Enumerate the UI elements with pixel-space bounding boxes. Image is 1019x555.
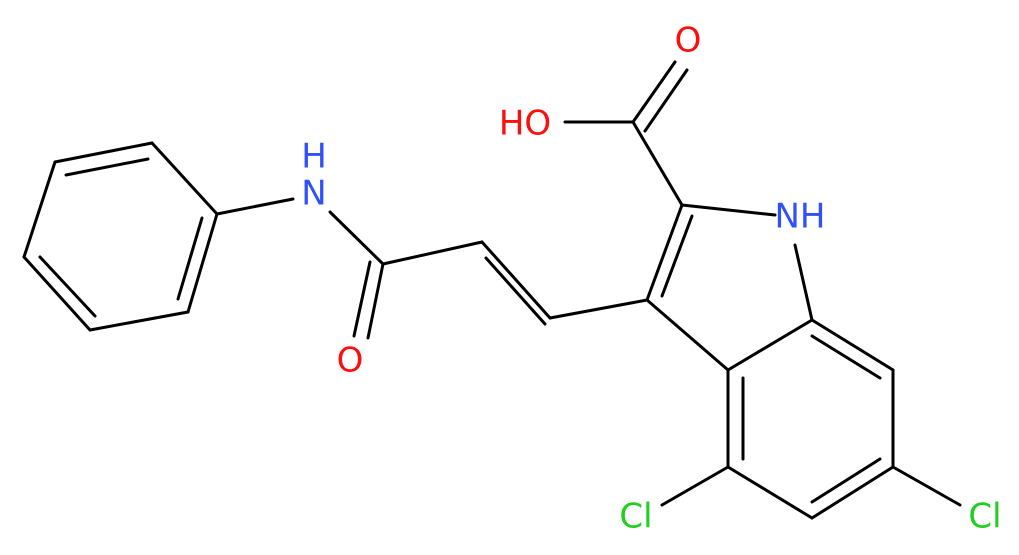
bond: [64, 157, 150, 177]
bond: [88, 310, 190, 332]
bond: [660, 465, 730, 507]
bond: [150, 141, 219, 216]
bond: [352, 260, 372, 338]
atom-label: O: [675, 21, 702, 61]
atom-label: HO: [499, 104, 551, 144]
bond: [793, 243, 814, 322]
atom-label: H: [301, 137, 327, 177]
bond: [38, 255, 97, 318]
bond: [176, 216, 204, 301]
bond: [660, 214, 694, 298]
bond: [810, 318, 895, 372]
bond: [215, 197, 295, 216]
bond: [643, 68, 689, 133]
bonds: [22, 60, 962, 520]
bond: [645, 298, 730, 372]
bond: [645, 203, 684, 302]
bond: [328, 210, 385, 266]
bond: [548, 298, 649, 320]
bond: [186, 212, 219, 314]
bond: [680, 203, 777, 217]
bond: [53, 141, 154, 164]
bond: [631, 120, 684, 207]
atom-label: Cl: [968, 497, 1001, 537]
bond: [22, 255, 92, 332]
atom-label: Cl: [619, 497, 652, 537]
bond: [810, 465, 895, 520]
bond: [480, 240, 552, 320]
atom-label: N: [301, 174, 326, 214]
bond: [381, 240, 484, 266]
bond: [631, 60, 677, 124]
bond: [891, 465, 962, 507]
atom-label: O: [337, 341, 364, 381]
bond: [484, 256, 547, 326]
bond: [22, 160, 57, 259]
bond: [810, 334, 882, 380]
bond: [366, 262, 385, 340]
bond: [726, 465, 814, 520]
atom-label: NH: [775, 197, 826, 237]
bond: [810, 457, 882, 504]
bond: [726, 318, 814, 372]
